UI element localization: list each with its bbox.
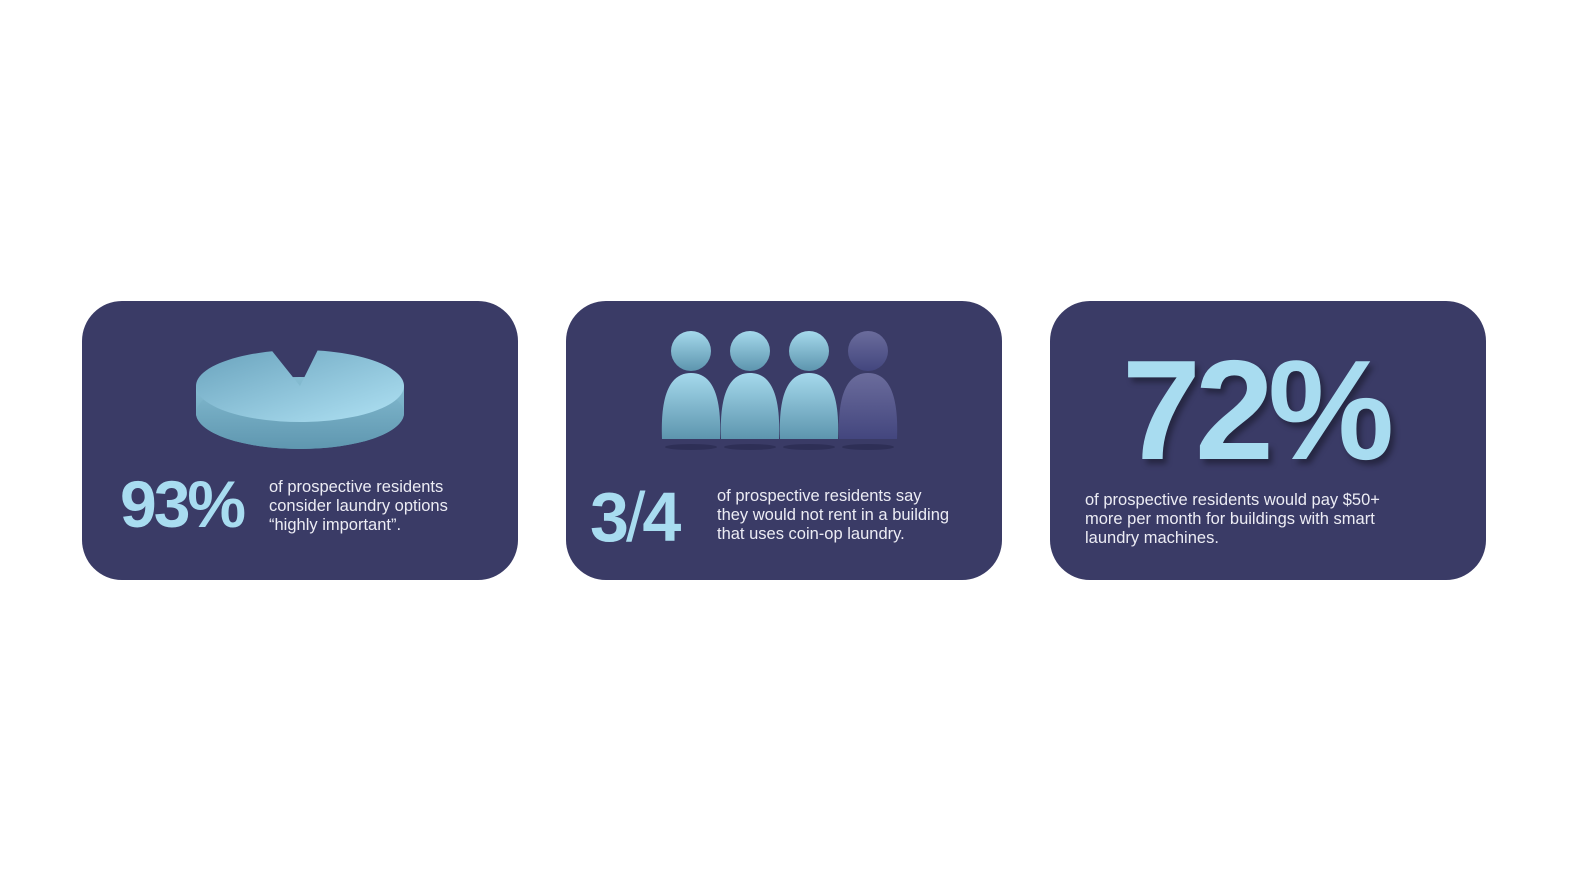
desc-line: of prospective residents [269,478,444,496]
desc-line: “highly important”. [269,516,402,534]
stat-card-smart-laundry: 72% of prospective residents would pay $… [1050,301,1486,580]
stat-description: of prospective residents say they would … [717,487,949,544]
person-filled [720,331,780,450]
desc-line: that uses coin-op laundry. [717,525,905,543]
stat-separator: / [625,478,646,556]
stat-card-coin-op: 3/4 of prospective residents say they wo… [566,301,1002,580]
stat-numerator: 3 [590,478,629,556]
person-empty [838,331,898,450]
person-filled [661,331,721,450]
pie-chart-icon [196,350,404,449]
person-filled [779,331,839,450]
people-icon [661,331,898,450]
stat-value: 3/4 [590,477,681,557]
desc-line: of prospective residents say [717,487,922,505]
desc-line: laundry machines. [1085,529,1219,547]
desc-line: more per month for buildings with smart [1085,510,1375,528]
stat-description: of prospective residents consider laundr… [269,478,448,535]
desc-line: of prospective residents would pay $50+ [1085,491,1380,509]
desc-line: they would not rent in a building [717,506,950,524]
stat-value: 93% [120,467,246,541]
stat-description: of prospective residents would pay $50+ … [1085,491,1380,548]
stat-value: 72% [1122,331,1394,490]
stat-denominator: 4 [642,478,681,556]
desc-line: consider laundry options [269,497,448,515]
stat-card-laundry-importance: 93% of prospective residents consider la… [82,301,518,580]
